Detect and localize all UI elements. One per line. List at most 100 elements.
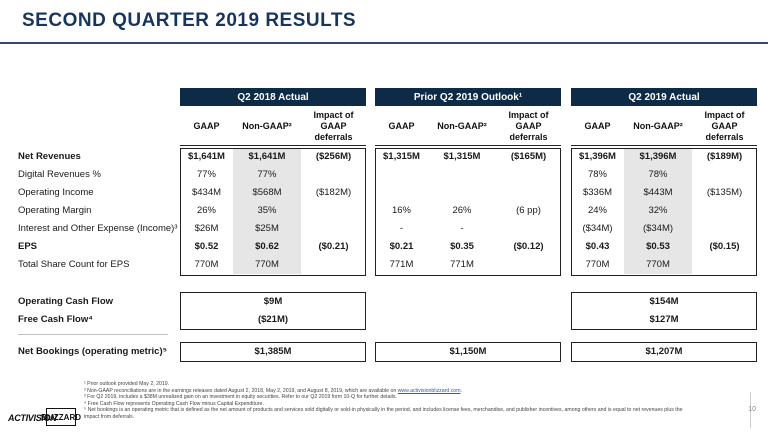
row-label: Net Revenues (18, 151, 81, 162)
column-header: Non-GAAP² (633, 121, 683, 131)
table-row: Total Share Count for EPS 770M 770M 771M 771… (18, 256, 760, 274)
page-number: 10 (748, 406, 756, 413)
table-cell: $443M (643, 187, 673, 198)
table-cell: ($189M) (706, 151, 743, 162)
bookings-box (375, 342, 561, 362)
table-cell: 26% (452, 205, 472, 216)
row-label: Operating Cash Flow (18, 296, 114, 307)
table-cell: $1,396M (579, 151, 616, 162)
title-rule (0, 42, 768, 44)
row-label: Operating Income (18, 187, 94, 198)
table-cell: 26% (196, 205, 216, 216)
table-cell: $1,315M (443, 151, 481, 162)
column-header: Impact of GAAP deferrals (704, 110, 745, 142)
shaded-column (233, 148, 301, 274)
table-cell: ($182M) (315, 187, 352, 198)
footnote-5: ⁵ Net bookings is an operating metric th… (84, 407, 683, 420)
activision-logo: ACTIVISION (8, 413, 57, 423)
cash-box (571, 292, 757, 330)
table-cell: $1,641M (248, 151, 286, 162)
table-cell: $336M (582, 187, 613, 198)
table-row: EPS $0.52 $0.62 ($0.21) $0.21 $0.35 ($0.12) $0.… (18, 238, 760, 256)
column-header: Non-GAAP² (242, 121, 292, 131)
table-cell: $0.62 (255, 241, 279, 252)
row-label: Net Bookings (operating metric)⁵ (18, 346, 168, 357)
footnotes: ¹ Prior outlook provided May 2, 2019. ² … (84, 381, 684, 421)
table-row: Operating Cash Flow $9M $154M (18, 293, 760, 311)
table-cell: ($165M) (510, 151, 547, 162)
table-cell: 35% (257, 205, 277, 216)
table-cell: - (399, 223, 404, 234)
column-header: Impact of GAAP deferrals (313, 110, 354, 142)
table-row: Net Revenues $1,641M $1,641M ($256M) $1,315M… (18, 148, 760, 166)
table-cell: $0.21 (389, 241, 414, 252)
table-cell: ($0.15) (709, 241, 740, 252)
table-cell: ($21M) (257, 314, 289, 325)
table-cell: ($0.12) (513, 241, 544, 252)
table-cell: $1,150M (449, 346, 487, 357)
table-cell: $26M (194, 223, 219, 234)
table-cell: ($34M) (582, 223, 613, 234)
table-row: Operating Income $434M $568M ($182M) $336M $4… (18, 184, 760, 202)
shaded-column (624, 148, 692, 274)
table-cell: 771M (389, 259, 414, 270)
section-separator (18, 334, 168, 335)
table-cell: ($256M) (315, 151, 352, 162)
table-cell: $434M (191, 187, 222, 198)
header-underline (180, 145, 366, 146)
table-cell: 77% (196, 169, 216, 180)
table-row: Operating Margin 26% 35% 16% 26% (6 pp) 24% 32% (18, 202, 760, 220)
table-cell: $127M (649, 314, 679, 325)
table-cell: $568M (252, 187, 282, 198)
group-header: Q2 2018 Actual (180, 88, 366, 106)
bookings-box (571, 342, 757, 362)
table-cell: $1,207M (645, 346, 683, 357)
table-cell: 771M (450, 259, 474, 270)
row-label: Interest and Other Expense (Income)³ (18, 223, 178, 234)
table-cell: $1,641M (188, 151, 225, 162)
table-cell: 770M (255, 259, 279, 270)
column-header: GAAP (388, 121, 415, 131)
table-cell: $154M (649, 296, 679, 307)
divider (750, 392, 751, 428)
header-underline (375, 145, 561, 146)
group-box (375, 148, 561, 276)
row-label: EPS (18, 241, 38, 252)
page-title: SECOND QUARTER 2019 RESULTS (22, 10, 357, 31)
column-header: Impact of GAAP deferrals (508, 110, 549, 142)
row-label: Operating Margin (18, 205, 92, 216)
cash-box (180, 292, 366, 330)
footnote-2: ² Non-GAAP reconciliations are in the ea… (84, 387, 462, 394)
blizzard-logo: BLIZZARD (41, 408, 81, 426)
table-row: Net Bookings (operating metric)⁵ $1,385M $… (18, 343, 760, 361)
table-cell: $0.52 (194, 241, 219, 252)
column-header: Non-GAAP² (437, 121, 487, 131)
table-row: Digital Revenues % 77% 77% 78% 78% (18, 166, 760, 184)
header-underline (571, 145, 757, 146)
table-cell: 78% (648, 169, 668, 180)
table-cell: $1,396M (639, 151, 677, 162)
column-header: GAAP (193, 121, 220, 131)
table-row: Interest and Other Expense (Income)³ $26M… (18, 220, 760, 238)
footnote-1: ¹ Prior outlook provided May 2, 2019. (84, 381, 170, 387)
group-header: Prior Q2 2019 Outlook¹ (375, 88, 561, 106)
group-box (180, 148, 366, 276)
row-label: Total Share Count for EPS (18, 259, 130, 270)
website-link[interactable]: www.activisionblizzard.com (397, 387, 461, 394)
table-cell: ($0.21) (318, 241, 349, 252)
group-header: Q2 2019 Actual (571, 88, 757, 106)
table-cell: 16% (391, 205, 411, 216)
table-cell: $9M (263, 296, 283, 307)
table-cell: 770M (585, 259, 610, 270)
group-box (571, 148, 757, 276)
table-cell: 32% (648, 205, 668, 216)
table-cell: $1,385M (254, 346, 292, 357)
table-cell: 770M (194, 259, 219, 270)
table-cell: $0.53 (646, 241, 670, 252)
table-cell: 24% (587, 205, 607, 216)
footnote-4: ⁴ Free Cash Flow represents Operating Ca… (84, 400, 264, 407)
table-cell: 78% (587, 169, 607, 180)
table-cell: ($135M) (706, 187, 743, 198)
table-cell: $0.35 (450, 241, 474, 252)
table-cell: $0.43 (585, 241, 610, 252)
